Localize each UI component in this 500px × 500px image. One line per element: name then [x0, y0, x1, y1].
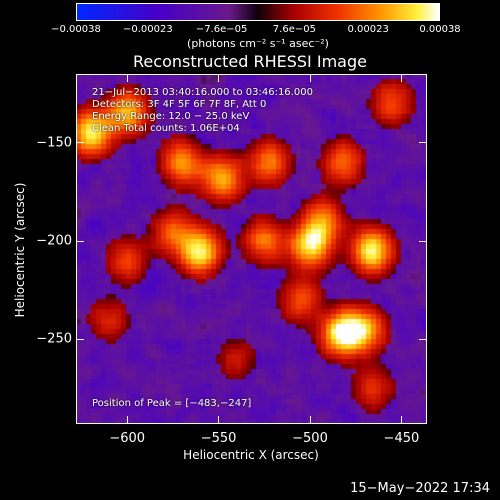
colorbar-tick-label: 7.6e−05: [272, 24, 316, 35]
x-tick-label: −500: [292, 431, 328, 446]
y-tick-label: −200: [36, 233, 72, 249]
x-tick-mark: [218, 416, 220, 424]
chart-title: Reconstructed RHESSI Image: [133, 52, 367, 71]
x-tick-mark: [309, 74, 311, 82]
y-tick-label: −250: [36, 331, 72, 347]
x-tick-label: −550: [200, 431, 237, 446]
colorbar-tick-label: −0.00038: [51, 24, 101, 35]
x-axis-label: Heliocentric X (arcsec): [183, 448, 319, 462]
y-tick-label: −150: [36, 135, 72, 151]
footer-timestamp: 15−May−2022 17:34: [350, 481, 490, 496]
heatmap-image: [76, 74, 427, 424]
y-axis-label: Heliocentric Y (arcsec): [13, 182, 27, 318]
x-tick-label: −600: [109, 431, 146, 446]
x-tick-mark: [400, 416, 402, 424]
x-tick-mark: [218, 74, 220, 82]
colorbar: [76, 3, 440, 21]
x-tick-mark: [126, 74, 128, 82]
peak-position-label: Position of Peak = [−483,−247]: [92, 398, 252, 409]
x-tick-mark: [309, 416, 311, 424]
colorbar-tick-label: 0.00023: [347, 24, 389, 35]
colorbar-tick-label: −7.6e−05: [195, 24, 248, 35]
annotation-energy: Energy Range: 12.0 − 25.0 keV: [92, 111, 250, 122]
colorbar-tick-label: −0.00023: [122, 24, 173, 35]
x-tick-mark: [126, 416, 128, 424]
x-tick-label: −450: [383, 431, 420, 446]
plot-frame: 21−Jul−2013 03:40:16.000 to 03:46:16.000…: [76, 74, 427, 424]
y-tick-mark: [76, 240, 84, 242]
y-tick-mark: [419, 142, 427, 144]
annotation-counts: Clean Total counts: 1.06E+04: [92, 123, 240, 134]
annotation-time: 21−Jul−2013 03:40:16.000 to 03:46:16.000: [92, 87, 313, 98]
x-tick-mark: [400, 74, 402, 82]
annotation-detectors: Detectors: 3F 4F 5F 6F 7F 8F, Att 0: [92, 99, 267, 110]
y-tick-mark: [419, 338, 427, 340]
colorbar-units: (photons cm⁻² s⁻¹ asec⁻²): [187, 37, 329, 50]
colorbar-tick-label: 0.00038: [419, 24, 461, 35]
y-tick-mark: [419, 240, 427, 242]
y-tick-mark: [76, 142, 84, 144]
y-tick-mark: [76, 338, 84, 340]
